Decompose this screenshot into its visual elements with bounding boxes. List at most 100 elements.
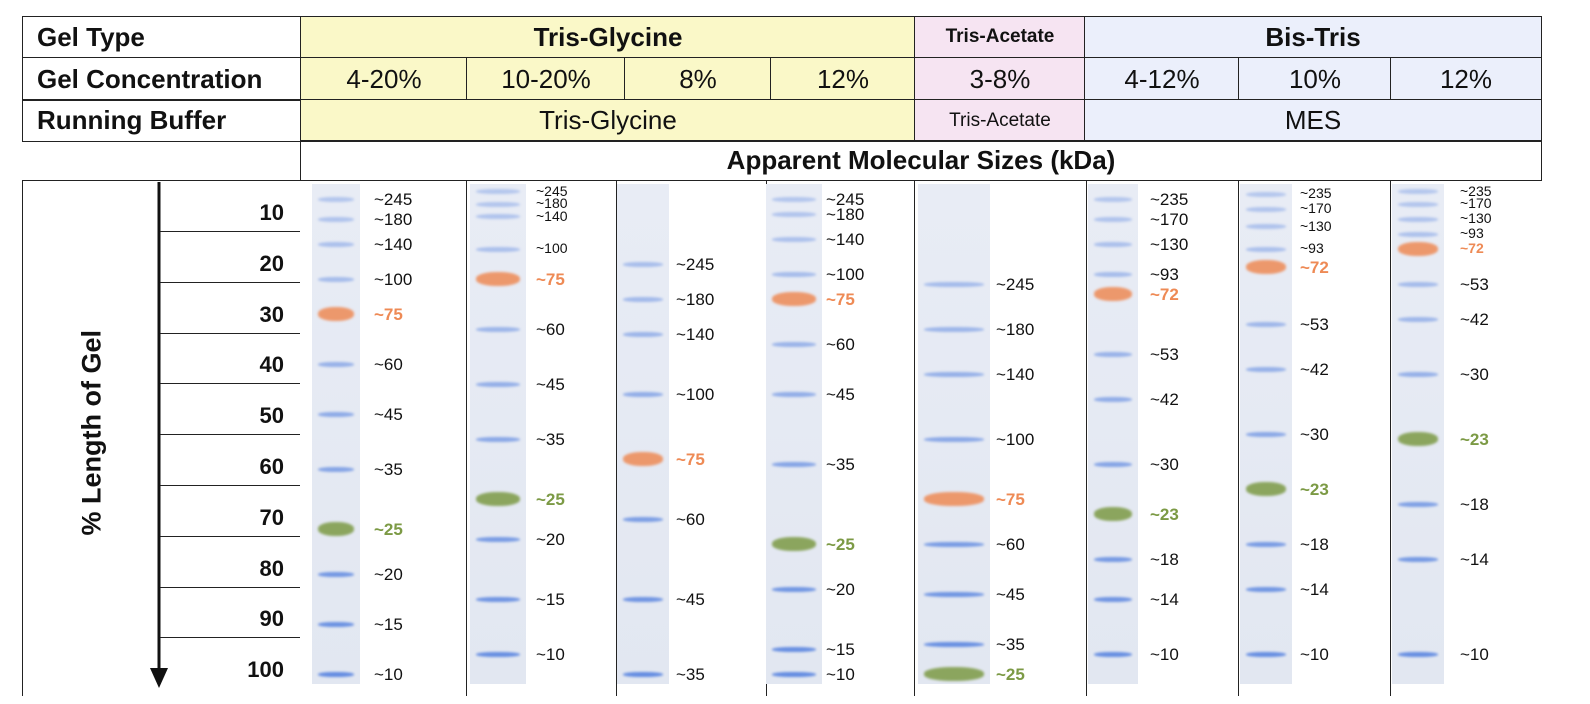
molecular-weight-label: ~23 (1150, 505, 1179, 524)
ladder-band (318, 621, 354, 627)
molecular-weight-label: ~100 (676, 385, 715, 404)
molecular-weight-label: ~10 (1150, 645, 1179, 664)
ladder-band (318, 241, 354, 247)
row-label-gel-concentration: Gel Concentration (22, 57, 302, 101)
molecular-weight-label: ~140 (374, 235, 413, 254)
ladder-band (623, 596, 663, 602)
ladder-band (1094, 241, 1132, 247)
ladder-band (476, 492, 520, 506)
ladder-band (318, 571, 354, 577)
molecular-weight-label: ~10 (1460, 645, 1489, 664)
molecular-weight-label: ~42 (1150, 390, 1179, 409)
ladder-band (924, 371, 984, 377)
axis-label: % Length of Gel (76, 330, 107, 536)
molecular-weight-label: ~170 (1460, 195, 1492, 211)
gel-lane (470, 184, 526, 684)
ladder-band (924, 492, 984, 506)
molecular-weight-label: ~23 (1300, 480, 1329, 499)
molecular-weight-label: ~100 (826, 265, 865, 284)
ladder-band (1094, 287, 1132, 301)
ladder-band (476, 651, 520, 657)
ladder-band (318, 522, 354, 536)
ladder-band (1398, 501, 1438, 507)
ladder-band (772, 391, 816, 397)
molecular-weight-label: ~140 (826, 230, 865, 249)
ladder-band (476, 596, 520, 602)
ladder-band (924, 641, 984, 647)
ladder-band (318, 466, 354, 472)
ladder-band (924, 541, 984, 547)
ladder-band (1094, 271, 1132, 277)
ladder-band (1246, 224, 1286, 229)
lane-divider (616, 180, 617, 696)
molecular-weight-label: ~75 (996, 490, 1025, 509)
molecular-weight-label: ~14 (1300, 580, 1329, 599)
ladder-band (772, 461, 816, 467)
gel-type-tris-glycine: Tris-Glycine (300, 16, 916, 58)
concentration-cell: 4-20% (300, 57, 468, 101)
molecular-weight-label: ~30 (1150, 455, 1179, 474)
molecular-weight-label: ~45 (374, 405, 403, 424)
ladder-band (476, 189, 520, 194)
ladder-band (1094, 556, 1132, 562)
molecular-weight-label: ~60 (826, 335, 855, 354)
ladder-band (924, 281, 984, 287)
ladder-band (1246, 259, 1286, 274)
ladder-band (1246, 206, 1286, 212)
ladder-band (623, 452, 663, 466)
molecular-weight-label: ~140 (536, 207, 568, 224)
row-label-gel-type: Gel Type (22, 16, 302, 58)
ladder-band (1094, 596, 1132, 602)
concentration-cell: 3-8% (914, 57, 1086, 101)
axis-tick-label: 70 (259, 504, 284, 530)
ladder-band (476, 246, 520, 252)
ladder-band (772, 537, 816, 551)
ladder-band (1398, 189, 1438, 194)
ladder-band (924, 591, 984, 597)
ladder-band (1246, 366, 1286, 372)
gel-lane (1088, 184, 1138, 684)
ladder-band (623, 296, 663, 302)
molecular-weight-label: ~35 (676, 665, 705, 684)
lane-divider (466, 180, 467, 696)
ladder-band (772, 341, 816, 347)
lane-divider (1238, 180, 1239, 696)
axis-tick-line (160, 281, 300, 283)
ladder-band (1246, 586, 1286, 592)
molecular-weight-label: ~72 (1460, 240, 1484, 256)
molecular-weight-label: ~72 (1300, 257, 1329, 277)
concentration-cell: 8% (624, 57, 772, 101)
ladder-band (1398, 242, 1438, 256)
molecular-weight-label: ~20 (536, 530, 565, 549)
ladder-band (924, 436, 984, 442)
molecular-weight-label: ~170 (1300, 200, 1332, 216)
ladder-band (1398, 432, 1438, 446)
molecular-weight-label: ~15 (826, 640, 855, 659)
ladder-band (1246, 431, 1286, 437)
axis-tick-line (160, 637, 300, 639)
molecular-weight-label: ~45 (676, 590, 705, 609)
ladder-band (772, 271, 816, 277)
gel-lane (918, 184, 990, 684)
ladder-band (623, 671, 663, 677)
ladder-band (1246, 246, 1286, 252)
molecular-weight-label: ~60 (374, 355, 403, 374)
molecular-weight-label: ~245 (536, 182, 568, 199)
ladder-band (772, 211, 816, 217)
molecular-weight-label: ~20 (374, 565, 403, 584)
molecular-weight-label: ~235 (1460, 182, 1492, 199)
gel-lane (617, 184, 669, 684)
molecular-weight-label: ~180 (996, 320, 1035, 339)
lane-divider (1390, 180, 1391, 696)
ladder-band (476, 201, 520, 207)
axis-arrow (150, 182, 168, 688)
molecular-weight-label: ~130 (1460, 210, 1492, 226)
axis-tick-label: 20 (259, 250, 284, 276)
ladder-band (476, 436, 520, 442)
ladder-band (476, 536, 520, 542)
molecular-weight-label: ~72 (1150, 285, 1179, 304)
molecular-weight-label: ~30 (1460, 365, 1489, 384)
ladder-band (476, 272, 520, 286)
ladder-band (772, 236, 816, 242)
ladder-band (1398, 281, 1438, 287)
